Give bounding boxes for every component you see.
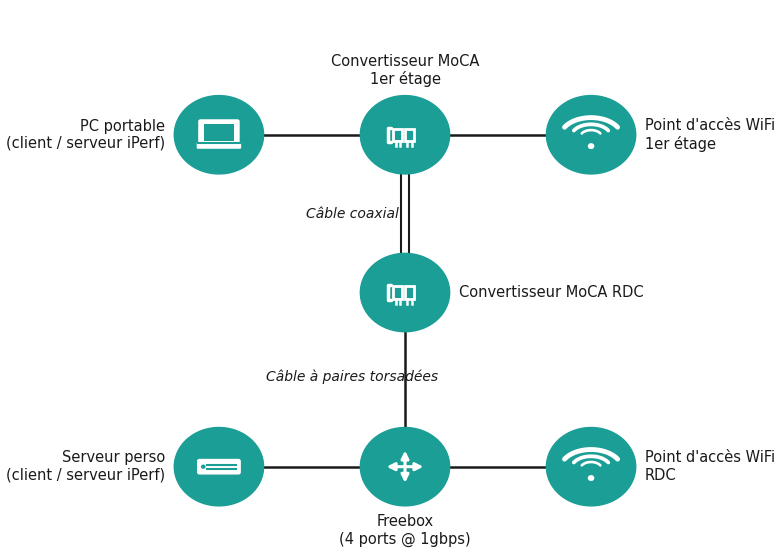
Text: PC portable
(client / serveur iPerf): PC portable (client / serveur iPerf): [5, 118, 165, 151]
FancyBboxPatch shape: [197, 142, 241, 149]
Circle shape: [588, 476, 594, 480]
Text: Câble à paires torsadées: Câble à paires torsadées: [266, 369, 438, 384]
Circle shape: [547, 95, 636, 174]
Text: Serveur perso
(client / serveur iPerf): Serveur perso (client / serveur iPerf): [5, 450, 165, 483]
FancyBboxPatch shape: [197, 459, 241, 474]
Bar: [394, 286, 402, 299]
Text: Freebox
(4 ports @ 1gbps): Freebox (4 ports @ 1gbps): [339, 514, 471, 547]
Bar: [204, 124, 234, 141]
Text: Convertisseur MoCA RDC: Convertisseur MoCA RDC: [459, 285, 644, 300]
Circle shape: [201, 465, 205, 468]
Text: Convertisseur MoCA
1er étage: Convertisseur MoCA 1er étage: [331, 54, 480, 88]
Bar: [405, 128, 414, 141]
Bar: [405, 286, 414, 299]
Text: Point d'accès WiFi
RDC: Point d'accès WiFi RDC: [645, 450, 776, 483]
FancyBboxPatch shape: [198, 119, 240, 145]
Circle shape: [588, 144, 594, 148]
Circle shape: [360, 253, 450, 332]
Circle shape: [360, 95, 450, 174]
Text: Point d'accès WiFi
1er étage: Point d'accès WiFi 1er étage: [645, 118, 776, 152]
Bar: [394, 128, 402, 141]
Text: Câble coaxial: Câble coaxial: [306, 206, 399, 220]
Circle shape: [360, 427, 450, 506]
Circle shape: [174, 427, 264, 506]
Circle shape: [174, 95, 264, 174]
Circle shape: [547, 427, 636, 506]
